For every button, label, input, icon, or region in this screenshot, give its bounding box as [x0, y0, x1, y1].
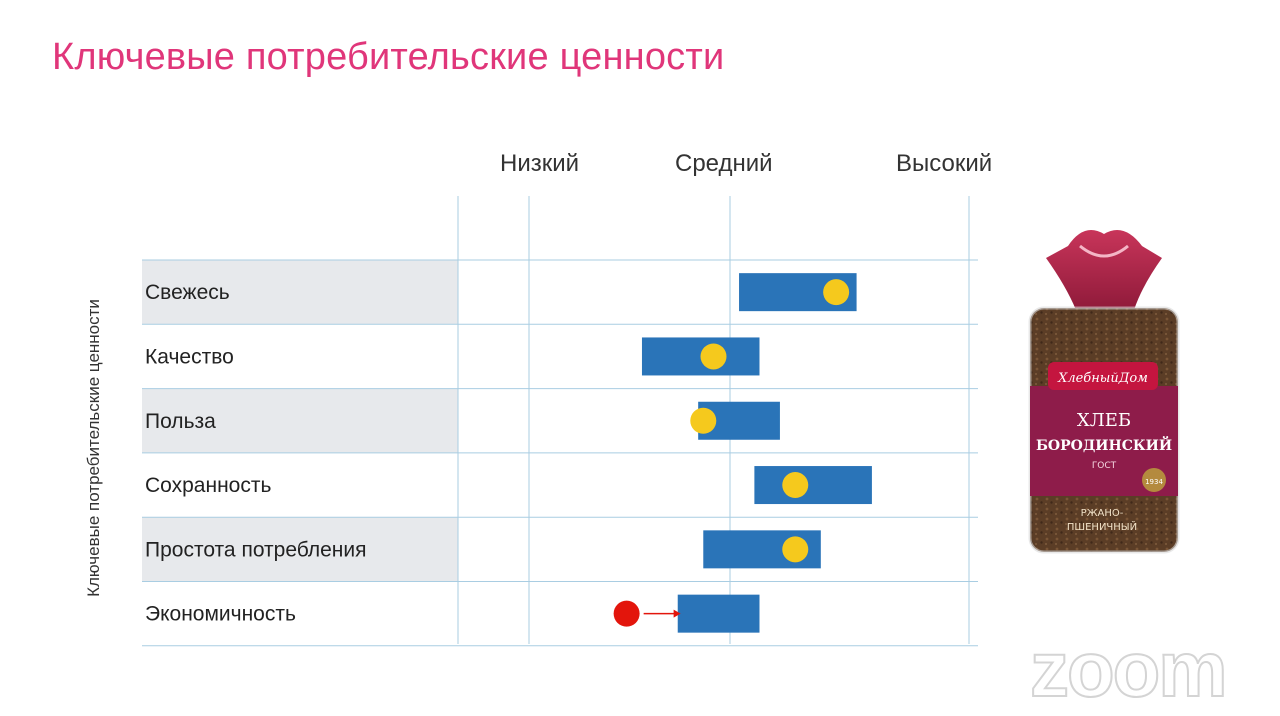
category-label: Сохранность: [145, 474, 271, 497]
bag-top-shape: [1046, 230, 1162, 310]
product-name-text: ХЛЕБ: [1077, 410, 1131, 431]
value-marker: [782, 536, 809, 563]
arrow-head: [673, 609, 681, 618]
value-marker: [782, 472, 809, 499]
slide-title: Ключевые потребительские ценности: [52, 36, 725, 78]
highlight-marker: [613, 600, 640, 627]
category-label: Экономичность: [145, 603, 296, 626]
brand-plate: [1048, 362, 1158, 390]
row-band: [142, 260, 458, 325]
level-label-low: Низкий: [500, 150, 580, 177]
row-band: [142, 517, 458, 582]
product-standard-text: ГОСТ: [1092, 461, 1117, 471]
year-seal: [1142, 468, 1166, 492]
range-bar: [754, 466, 872, 505]
category-label: Польза: [145, 410, 216, 433]
product-variety-text: БОРОДИНСКИЙ: [1036, 435, 1172, 454]
row-band: [142, 388, 458, 453]
value-marker: [823, 279, 850, 306]
range-bar: [677, 594, 760, 633]
category-label: Простота потребления: [145, 538, 367, 561]
category-label: Свежесь: [145, 281, 230, 304]
level-label-medium: Средний: [675, 150, 773, 177]
category-label: Качество: [145, 345, 234, 368]
zoom-watermark: zoom: [1029, 624, 1229, 714]
product-subtitle-1: РЖАНО-: [1081, 508, 1124, 519]
value-marker: [700, 343, 727, 370]
value-marker: [690, 407, 717, 434]
product-subtitle-2: ПШЕНИЧНЫЙ: [1067, 520, 1137, 533]
bread-package-image: ХлебныйДом ХЛЕБ БОРОДИНСКИЙ ГОСТ РЖАНО- …: [1028, 230, 1180, 554]
year-seal-text: 1934: [1145, 478, 1163, 486]
level-label-high: Высокий: [896, 150, 993, 177]
brand-text: ХлебныйДом: [1057, 371, 1148, 386]
